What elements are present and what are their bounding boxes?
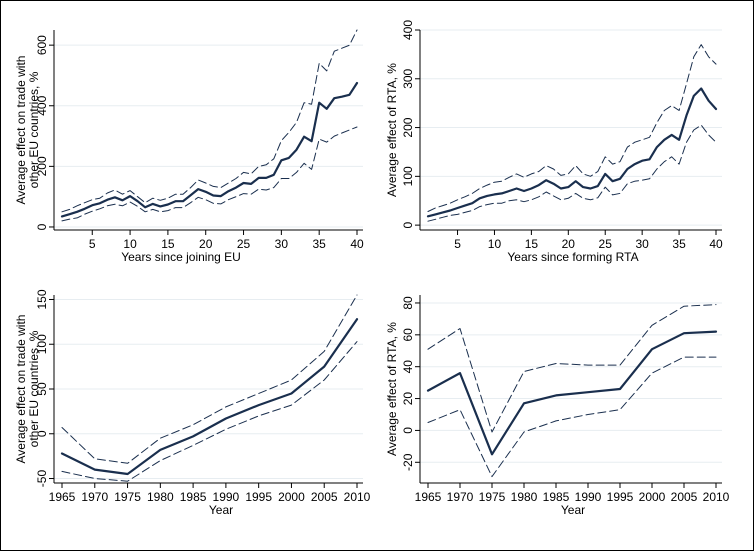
tick-label-x: 1975 (479, 490, 506, 504)
chart-panel-3: -50 0 50 100 150 1965 1970 1975 1980 1985 1990 1995… (14, 289, 371, 517)
tick-label-x: 20 (199, 237, 213, 251)
tick-label-x: 2010 (703, 490, 730, 504)
tick-label-x: 25 (599, 237, 613, 251)
x-axis-title: Year (561, 503, 585, 517)
tick-label-y: 0 (35, 430, 49, 437)
tick-label-x: 2005 (671, 490, 698, 504)
tick-label-x: 1965 (415, 490, 442, 504)
chart-panel-4: -20 0 20 40 60 80 1965 1970 1975 1980 1985 1990 1995… (385, 295, 730, 517)
series-confidence-band-line (61, 341, 358, 482)
series-confidence-band-line (61, 294, 358, 464)
tick-label-x: 40 (350, 237, 364, 251)
tick-label-x: 40 (709, 237, 723, 251)
series-estimate-line (60, 318, 359, 476)
y-axis-title: other EU countries, % (27, 71, 41, 188)
tick-label-x: 20 (562, 237, 576, 251)
series-estimate-line (60, 81, 359, 218)
tick-label-y: 600 (35, 35, 49, 55)
tick-label-x: 15 (525, 237, 539, 251)
tick-label-x: 5 (89, 237, 96, 251)
tick-label-x: 1965 (49, 490, 76, 504)
tick-label-y: 200 (35, 156, 49, 176)
tick-label-x: 2000 (639, 490, 666, 504)
x-axis-title: Years since joining EU (121, 250, 241, 264)
series-confidence-band-line (427, 304, 717, 433)
x-axis-title: Year (209, 503, 233, 517)
tick-label-y: 0 (401, 427, 415, 434)
tick-label-x: 35 (312, 237, 326, 251)
series-confidence-band-line (427, 44, 717, 212)
y-axis-title: Average effect on trade with (14, 56, 28, 205)
tick-label-y: -50 (35, 470, 49, 488)
tick-label-y: -20 (401, 453, 415, 471)
tick-label-x: 2010 (344, 490, 371, 504)
tick-label-y: 60 (401, 328, 415, 342)
tick-label-y: 20 (401, 392, 415, 406)
tick-label-y: 400 (401, 20, 415, 40)
tick-label-x: 35 (672, 237, 686, 251)
series-confidence-band-line (427, 356, 717, 478)
tick-label-y: 150 (35, 289, 49, 309)
tick-label-x: 10 (488, 237, 502, 251)
tick-label-y: 40 (401, 360, 415, 374)
tick-label-x: 30 (635, 237, 649, 251)
tick-label-x: 10 (123, 237, 137, 251)
tick-label-x: 1990 (575, 490, 602, 504)
tick-label-x: 1980 (147, 490, 174, 504)
tick-label-x: 1975 (114, 490, 141, 504)
tick-label-x: 1970 (447, 490, 474, 504)
tick-label-x: 15 (161, 237, 175, 251)
tick-label-y: 50 (35, 382, 49, 396)
tick-label-x: 30 (275, 237, 289, 251)
tick-label-x: 1985 (543, 490, 570, 504)
tick-label-x: 25 (237, 237, 251, 251)
y-axis-title: Average effect on trade with (14, 315, 28, 464)
tick-label-x: 1985 (180, 490, 207, 504)
tick-label-x: 1995 (245, 490, 272, 504)
tick-label-y: 200 (401, 117, 415, 137)
tick-label-y: 0 (401, 221, 415, 228)
series-confidence-band-line (427, 124, 717, 222)
series-estimate-line (426, 330, 718, 456)
y-axis-title: Average effect of RTA, % (385, 63, 399, 197)
tick-label-y: 400 (35, 95, 49, 115)
series-estimate-line (426, 87, 718, 218)
tick-label-x: 1980 (511, 490, 538, 504)
chart-panel-1: 0 200 400 600 5 10 15 20 25 30 35 40 Years since joi… (14, 29, 364, 264)
tick-label-x: 1995 (607, 490, 634, 504)
chart-panel-2: 0 100 200 300 400 5 10 15 20 25 30 35 40 Years since … (385, 20, 723, 264)
series-confidence-band-line (61, 29, 358, 213)
tick-label-x: 1990 (213, 490, 240, 504)
tick-label-y: 80 (401, 296, 415, 310)
tick-label-x: 2005 (311, 490, 338, 504)
tick-label-y: 100 (401, 166, 415, 186)
y-axis-title: other EU countries, % (27, 330, 41, 447)
tick-label-x: 1970 (81, 490, 108, 504)
tick-label-x: 2000 (278, 490, 305, 504)
tick-label-y: 0 (35, 223, 49, 230)
series-confidence-band-line (61, 126, 358, 222)
tick-label-x: 5 (454, 237, 461, 251)
y-axis-title: Average effect of RTA, % (385, 322, 399, 456)
x-axis-title: Years since forming RTA (507, 250, 638, 264)
tick-label-y: 100 (35, 334, 49, 354)
tick-label-y: 300 (401, 68, 415, 88)
